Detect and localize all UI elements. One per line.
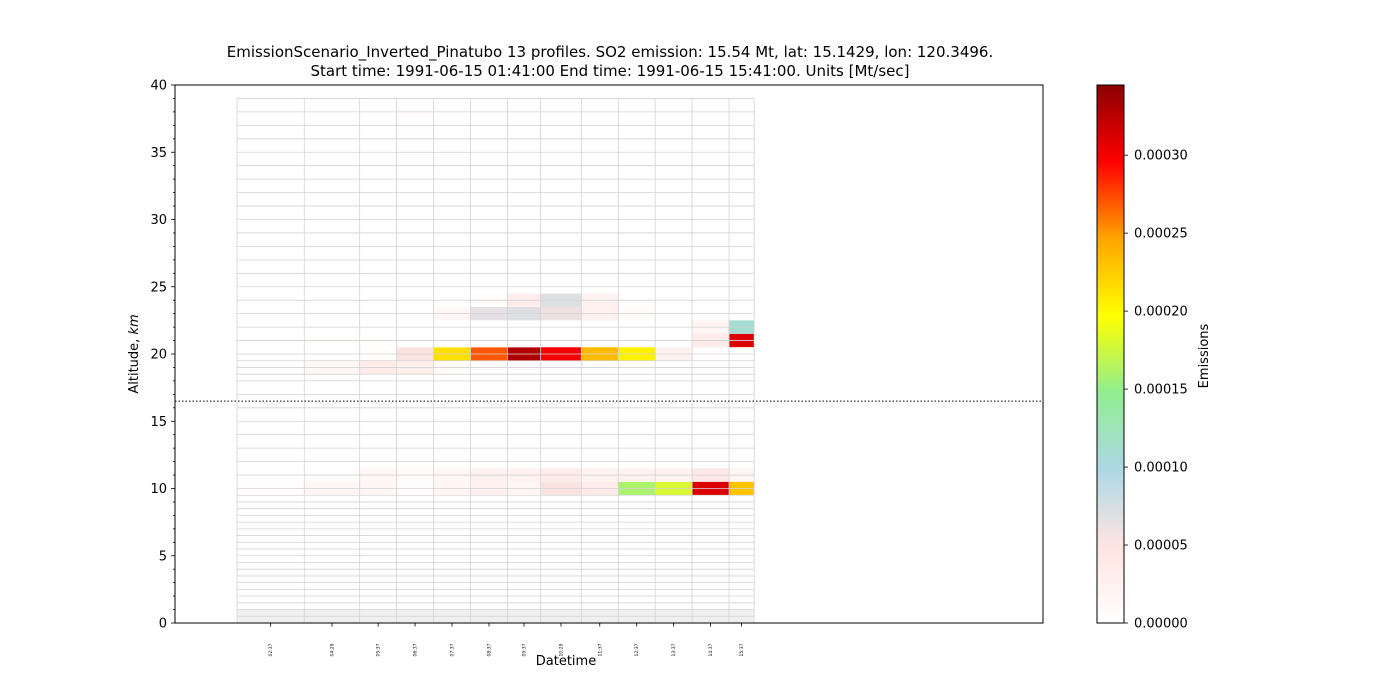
- x-tick-label: 04:29: [329, 643, 335, 656]
- colorbar-tick-label: 0.00025: [1134, 227, 1188, 242]
- x-axis-label: Datetime: [536, 654, 596, 669]
- chart-title-line-2: Start time: 1991-06-15 01:41:00 End time…: [310, 62, 910, 80]
- y-tick-label: 10: [150, 482, 167, 497]
- y-tick-label: 35: [150, 146, 167, 161]
- x-tick-label: 15:37: [739, 643, 745, 656]
- chart-title-line-1: EmissionScenario_Inverted_Pinatubo 13 pr…: [226, 43, 994, 61]
- y-axis-label: Altitude, km: [127, 314, 142, 393]
- x-tick-label: 14:37: [708, 643, 714, 656]
- x-tick-label: 08:37: [486, 643, 492, 656]
- y-tick-label: 25: [150, 280, 167, 295]
- y-tick-label: 40: [150, 79, 167, 94]
- colorbar-tick-label: 0.00000: [1134, 617, 1188, 632]
- x-tick-label: 06:37: [413, 643, 419, 656]
- x-tick-label: 12:37: [634, 643, 640, 656]
- y-tick-label: 20: [150, 348, 167, 363]
- y-tick-label: 30: [150, 213, 167, 228]
- x-tick-label: 02:37: [268, 643, 274, 656]
- x-tick-label: 11:37: [597, 643, 603, 656]
- colorbar-tick-label: 0.00015: [1134, 383, 1188, 398]
- colorbar-tick-label: 0.00005: [1134, 539, 1188, 554]
- x-tick-label: 13:37: [671, 643, 677, 656]
- emission-cell: [433, 320, 471, 348]
- y-tick-label: 5: [159, 549, 167, 564]
- x-tick-label: 07:37: [450, 643, 456, 656]
- colorbar-label: Emissions: [1197, 323, 1212, 388]
- plot-axes: 0 5 10 15 20 25 30 35 40 Altitude, km 02:37 04:29 05…: [127, 79, 1044, 669]
- x-tick-label: 09:37: [522, 643, 528, 656]
- colorbar-tick-label: 0.00030: [1134, 149, 1188, 164]
- colorbar-tick-label: 0.00020: [1134, 305, 1188, 320]
- altitude-grid: [236, 98, 755, 623]
- y-tick-label: 0: [159, 617, 167, 632]
- colorbar-gradient: [1096, 84, 1125, 624]
- x-tick-label: 05:37: [376, 643, 382, 656]
- x-tick-label: 10:29: [558, 643, 564, 656]
- y-tick-label: 15: [150, 415, 167, 430]
- colorbar-tick-label: 0.00010: [1134, 461, 1188, 476]
- colorbar: 0.00000 0.00005 0.00010 0.00015 0.00020 0.000…: [1096, 84, 1212, 632]
